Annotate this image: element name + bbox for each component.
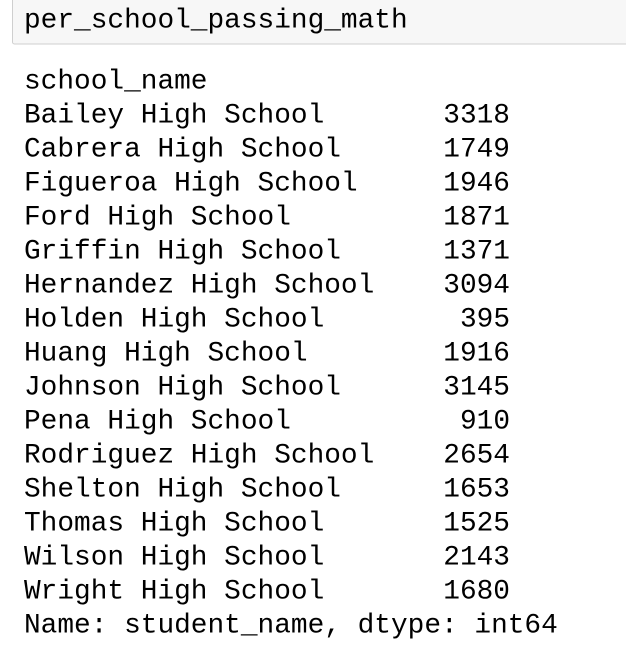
passing-count: 3318	[443, 100, 510, 131]
passing-count: 1680	[443, 576, 510, 607]
school-name: Johnson High School	[24, 372, 341, 403]
passing-count: 1371	[443, 236, 510, 267]
series-footer: Name: student_name, dtype: int64	[24, 610, 558, 641]
passing-count: 3145	[443, 372, 510, 403]
school-name: Huang High School	[24, 338, 308, 369]
index-name: school_name	[24, 66, 208, 97]
input-code: per_school_passing_math	[24, 5, 408, 36]
passing-count: 3094	[443, 270, 510, 301]
passing-count: 1871	[443, 202, 510, 233]
school-name: Holden High School	[24, 304, 324, 335]
passing-count: 395	[460, 304, 510, 335]
output-area: school_name Name: student_name, dtype: i…	[24, 66, 558, 641]
school-name: Cabrera High School	[24, 134, 341, 165]
school-name: Wilson High School	[24, 542, 324, 573]
passing-count: 1653	[443, 474, 510, 505]
school-name: Pena High School	[24, 406, 291, 437]
passing-count: 1916	[443, 338, 510, 369]
school-name: Rodriguez High School	[24, 440, 374, 471]
school-name: Griffin High School	[24, 236, 341, 267]
school-name: Figueroa High School	[24, 168, 358, 199]
passing-count: 1525	[443, 508, 510, 539]
school-name: Hernandez High School	[24, 270, 374, 301]
school-name: Thomas High School	[24, 508, 324, 539]
school-name: Wright High School	[24, 576, 324, 607]
passing-count: 910	[460, 406, 510, 437]
passing-count: 1749	[443, 134, 510, 165]
school-name: Bailey High School	[24, 100, 324, 131]
passing-count: 2143	[443, 542, 510, 573]
school-name: Shelton High School	[24, 474, 341, 505]
passing-count: 2654	[443, 440, 510, 471]
passing-count: 1946	[443, 168, 510, 199]
school-name: Ford High School	[24, 202, 291, 233]
